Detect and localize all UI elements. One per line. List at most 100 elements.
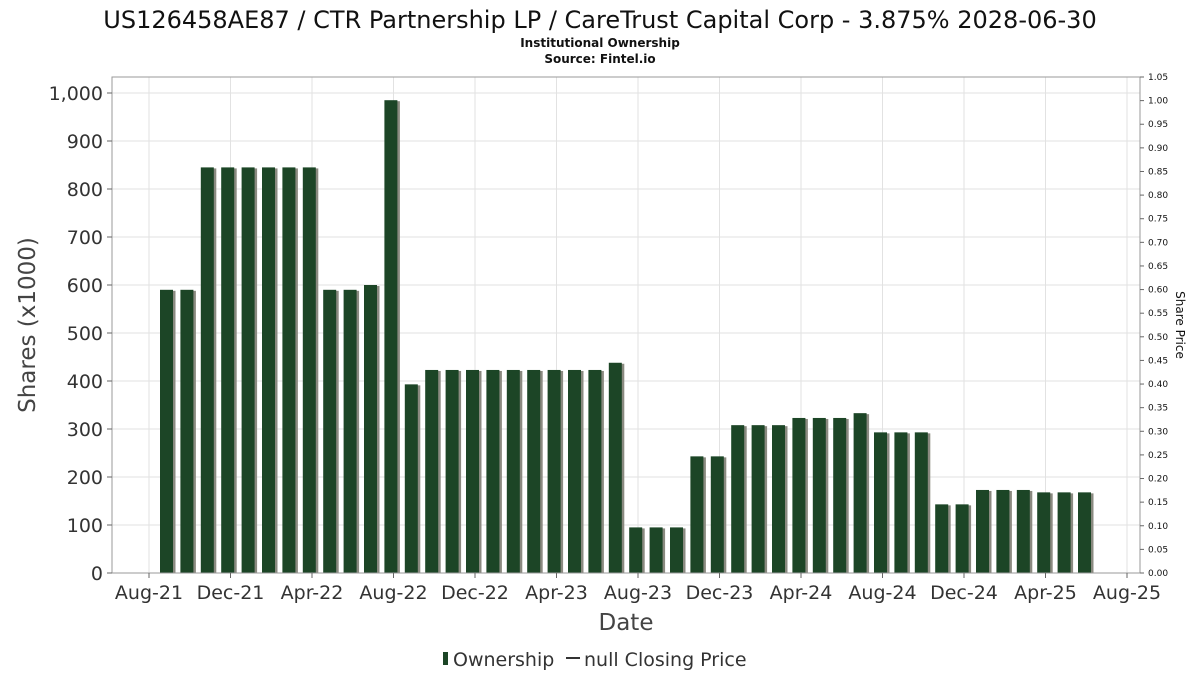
y2-tick-label: 0.30 bbox=[1148, 427, 1168, 437]
bar bbox=[364, 285, 377, 573]
bar bbox=[404, 384, 418, 573]
legend: Ownership null Closing Price bbox=[443, 649, 747, 671]
y2-tick-label: 1.05 bbox=[1148, 73, 1168, 83]
y-tick-label: 900 bbox=[67, 131, 103, 153]
y2-tick-label: 0.65 bbox=[1148, 262, 1168, 272]
x-axis-label: Date bbox=[599, 610, 654, 636]
bar bbox=[200, 167, 214, 573]
y2-tick-label: 0.55 bbox=[1148, 309, 1168, 319]
y-tick-label: 400 bbox=[67, 371, 103, 393]
bar bbox=[343, 289, 357, 573]
y2-tick-label: 0.60 bbox=[1148, 286, 1168, 296]
bar bbox=[160, 289, 173, 573]
x-tick-label: Apr-23 bbox=[525, 582, 588, 604]
bar bbox=[690, 456, 704, 573]
y2-tick-label: 1.00 bbox=[1148, 97, 1168, 107]
bar bbox=[568, 369, 581, 573]
x-tick-label: Aug-24 bbox=[848, 582, 916, 604]
bar bbox=[976, 489, 989, 573]
bar bbox=[935, 504, 949, 573]
y2-tick-label: 0.35 bbox=[1148, 404, 1168, 414]
y-tick-label: 200 bbox=[67, 467, 103, 489]
y2-tick-label: 0.15 bbox=[1148, 498, 1168, 508]
bar bbox=[445, 369, 459, 573]
bar bbox=[955, 504, 969, 573]
bar bbox=[914, 432, 928, 573]
y2-tick-label: 0.40 bbox=[1148, 380, 1168, 390]
bar bbox=[608, 362, 622, 573]
bar bbox=[833, 417, 847, 573]
y2-axis-ticks: 0.00 0.05 0.10 0.15 0.20 0.25 0.30 0.35 0.40 0.45… bbox=[1140, 73, 1168, 579]
bar bbox=[221, 167, 235, 573]
bar bbox=[282, 167, 296, 573]
legend-price-label: null Closing Price bbox=[584, 649, 747, 671]
bar bbox=[710, 456, 724, 573]
plot-frame bbox=[111, 76, 1141, 574]
y-tick-label: 700 bbox=[67, 227, 103, 249]
y-axis-ticks: 0 100 200 300 400 500 600 700 800 900 1,000 bbox=[49, 83, 112, 585]
bar bbox=[731, 425, 745, 573]
bar bbox=[670, 527, 683, 573]
x-tick-label: Dec-23 bbox=[686, 582, 754, 604]
y-tick-label: 500 bbox=[67, 323, 103, 345]
y2-tick-label: 0.50 bbox=[1148, 333, 1168, 343]
x-axis-ticks: Aug-21 Dec-21 Apr-22 Aug-22 Dec-22 Apr-23 Aug-… bbox=[115, 573, 1161, 604]
y2-tick-label: 0.80 bbox=[1148, 191, 1168, 201]
y2-tick-label: 0.70 bbox=[1148, 238, 1168, 248]
y-tick-label: 600 bbox=[67, 275, 103, 297]
x-tick-label: Apr-24 bbox=[770, 582, 833, 604]
x-tick-label: Apr-22 bbox=[281, 582, 344, 604]
y-tick-label: 800 bbox=[67, 179, 103, 201]
legend-ownership-label: Ownership bbox=[453, 649, 554, 671]
y-tick-label: 0 bbox=[91, 563, 103, 585]
bar bbox=[506, 369, 520, 573]
y-axis-label: Shares (x1000) bbox=[15, 237, 41, 413]
bar bbox=[1016, 489, 1030, 573]
chart-subtitle: Institutional Ownership bbox=[520, 36, 680, 50]
y2-tick-label: 0.00 bbox=[1148, 569, 1168, 579]
y2-tick-label: 0.05 bbox=[1148, 545, 1168, 555]
bar bbox=[241, 167, 255, 573]
bar bbox=[649, 527, 663, 573]
bar bbox=[1057, 492, 1071, 573]
bar bbox=[180, 289, 194, 573]
y2-tick-label: 0.95 bbox=[1148, 120, 1168, 130]
bar bbox=[547, 369, 561, 573]
y-tick-label: 1,000 bbox=[49, 83, 103, 105]
bar bbox=[874, 432, 887, 573]
bar bbox=[853, 413, 867, 573]
bar bbox=[302, 167, 316, 573]
bar bbox=[1037, 492, 1051, 573]
bar bbox=[751, 425, 765, 573]
x-tick-label: Dec-24 bbox=[930, 582, 998, 604]
y-tick-label: 300 bbox=[67, 419, 103, 441]
y2-tick-label: 0.25 bbox=[1148, 451, 1168, 461]
bar bbox=[772, 425, 785, 573]
y2-tick-label: 0.20 bbox=[1148, 475, 1168, 485]
x-tick-label: Aug-22 bbox=[359, 582, 427, 604]
bar bbox=[1078, 492, 1091, 573]
y2-tick-label: 0.10 bbox=[1148, 522, 1168, 532]
chart-source: Source: Fintel.io bbox=[544, 52, 655, 66]
bar bbox=[384, 100, 398, 573]
bar bbox=[466, 369, 479, 573]
y2-tick-label: 0.90 bbox=[1148, 144, 1168, 154]
bar bbox=[425, 369, 439, 573]
y2-tick-label: 0.75 bbox=[1148, 215, 1168, 225]
bar bbox=[486, 369, 500, 573]
bar bbox=[812, 417, 826, 573]
legend-ownership-swatch bbox=[443, 652, 448, 665]
y2-tick-label: 0.45 bbox=[1148, 356, 1168, 366]
x-tick-label: Dec-22 bbox=[441, 582, 509, 604]
x-tick-label: Aug-25 bbox=[1093, 582, 1161, 604]
y2-axis-label: Share Price bbox=[1173, 291, 1187, 359]
y-tick-label: 100 bbox=[67, 515, 103, 537]
bar bbox=[262, 167, 275, 573]
chart-title: US126458AE87 / CTR Partnership LP / Care… bbox=[103, 6, 1096, 34]
bars-group bbox=[160, 100, 1094, 573]
x-tick-label: Aug-23 bbox=[604, 582, 672, 604]
bar bbox=[629, 527, 643, 573]
bar bbox=[792, 417, 806, 573]
x-tick-label: Dec-21 bbox=[197, 582, 265, 604]
